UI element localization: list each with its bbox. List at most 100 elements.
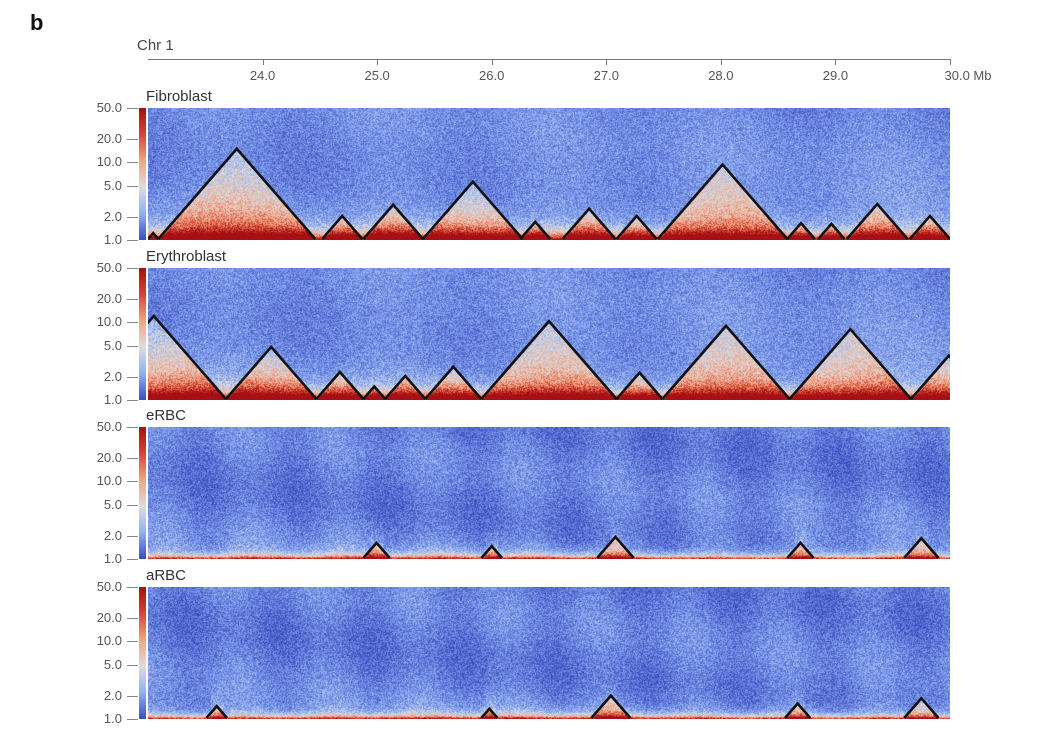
colorbar-tick-label: 10.0	[96, 314, 122, 330]
x-tick	[950, 59, 951, 65]
colorbar-tick-label: 5.0	[103, 337, 122, 353]
colorbar	[139, 587, 146, 719]
domain-triangle	[362, 384, 387, 400]
domain-triangle	[148, 314, 227, 400]
domain-triangle	[315, 370, 365, 400]
colorbar-tick	[127, 587, 138, 588]
colorbar-tick	[127, 695, 138, 697]
colorbar-tick-label: 50.0	[96, 579, 122, 594]
x-tick	[491, 59, 493, 65]
colorbar-tick-label: 10.0	[96, 473, 122, 489]
colorbar-tick	[127, 664, 138, 666]
panel-title: eRBC	[146, 407, 187, 424]
x-tick-label: 25.0	[364, 68, 390, 83]
domain-overlay	[148, 314, 950, 400]
domain-triangle	[519, 219, 552, 240]
x-tick	[835, 59, 837, 65]
colorbar-tick-label: 10.0	[96, 154, 122, 170]
domain-overlay	[362, 534, 940, 559]
colorbar-tick	[127, 376, 138, 378]
colorbar-tick	[127, 138, 138, 140]
hic-heatmap	[148, 587, 950, 719]
colorbar	[139, 427, 146, 559]
x-tick-label: 24.0	[249, 68, 276, 83]
domain-triangle	[786, 221, 816, 240]
domain-triangle	[596, 534, 635, 559]
colorbar-tick	[127, 504, 138, 506]
domain-triangle	[362, 540, 391, 559]
domain-triangle	[788, 327, 913, 400]
colorbar-tick-label: 2.0	[103, 368, 122, 384]
colorbar-tick	[127, 427, 138, 428]
x-tick	[606, 59, 608, 65]
colorbar-tick	[127, 457, 138, 459]
domain-triangle	[661, 323, 791, 400]
chromosome-label: Chr 1	[137, 37, 174, 54]
domain-triangle	[480, 319, 618, 400]
hic-heatmap	[148, 108, 950, 240]
x-axis-line	[148, 59, 950, 60]
colorbar-tick	[127, 185, 138, 187]
colorbar-tick	[127, 216, 138, 218]
colorbar	[139, 108, 146, 240]
colorbar-tick-label: 2.0	[103, 527, 122, 543]
colorbar-tick-label: 2.0	[103, 208, 122, 224]
colorbar-tick-label: 1.0	[103, 711, 122, 726]
colorbar-tick-label: 20.0	[96, 290, 122, 306]
domain-triangle	[817, 221, 846, 240]
x-tick-label: 29.0	[822, 68, 849, 83]
x-tick-label: 27.0	[593, 68, 619, 83]
domain-triangle	[424, 364, 483, 400]
domain-triangle	[157, 146, 317, 240]
colorbar-tick-label: 5.0	[103, 496, 122, 512]
domain-triangle	[784, 701, 812, 719]
domain-triangle	[590, 693, 632, 719]
domain-triangle	[148, 231, 160, 240]
colorbar-tick	[127, 345, 138, 347]
x-tick-label: 26.0	[479, 68, 505, 83]
colorbar-tick-label: 50.0	[96, 100, 122, 115]
domain-triangle	[384, 373, 427, 400]
domain-triangle	[561, 206, 617, 240]
colorbar-tick	[127, 481, 138, 483]
colorbar-tick-label: 20.0	[96, 609, 122, 625]
colorbar-tick-label: 50.0	[96, 260, 122, 275]
domain-triangle	[205, 704, 229, 719]
colorbar-tick-label: 1.0	[103, 551, 122, 566]
domain-overlay	[148, 146, 950, 240]
x-tick	[377, 59, 379, 65]
figure-panel-label: b	[30, 10, 44, 35]
x-tick	[262, 59, 264, 65]
colorbar-tick	[127, 559, 138, 560]
domain-triangle	[656, 162, 789, 240]
colorbar-tick	[127, 641, 138, 643]
colorbar-tick	[127, 240, 138, 241]
colorbar-tick	[127, 268, 138, 269]
colorbar-tick-label: 1.0	[103, 232, 122, 247]
panel-title: aRBC	[146, 567, 187, 584]
colorbar-tick	[127, 322, 138, 324]
colorbar-tick	[127, 617, 138, 619]
domain-triangle	[910, 353, 950, 400]
colorbar-tick-label: 5.0	[103, 177, 122, 193]
x-tick	[720, 59, 722, 65]
colorbar-tick-label: 50.0	[96, 419, 122, 434]
domain-triangle	[903, 536, 940, 559]
colorbar-tick-label: 1.0	[103, 392, 122, 407]
hic-heatmap	[148, 268, 950, 400]
domain-triangle	[480, 544, 504, 559]
colorbar-tick	[127, 400, 138, 401]
colorbar-tick	[127, 535, 138, 537]
colorbar-tick-label: 20.0	[96, 130, 122, 146]
colorbar-tick-label: 2.0	[103, 687, 122, 703]
domain-triangle	[362, 202, 424, 240]
colorbar-tick	[127, 298, 138, 300]
colorbar-tick-label: 20.0	[96, 449, 122, 465]
domain-triangle	[421, 179, 524, 240]
x-tick-label: 30.0 Mb	[944, 68, 992, 83]
domain-triangle	[845, 202, 909, 240]
colorbar	[139, 268, 146, 400]
domain-triangle	[321, 213, 364, 240]
domain-triangle	[786, 540, 815, 559]
colorbar-tick	[127, 162, 138, 164]
